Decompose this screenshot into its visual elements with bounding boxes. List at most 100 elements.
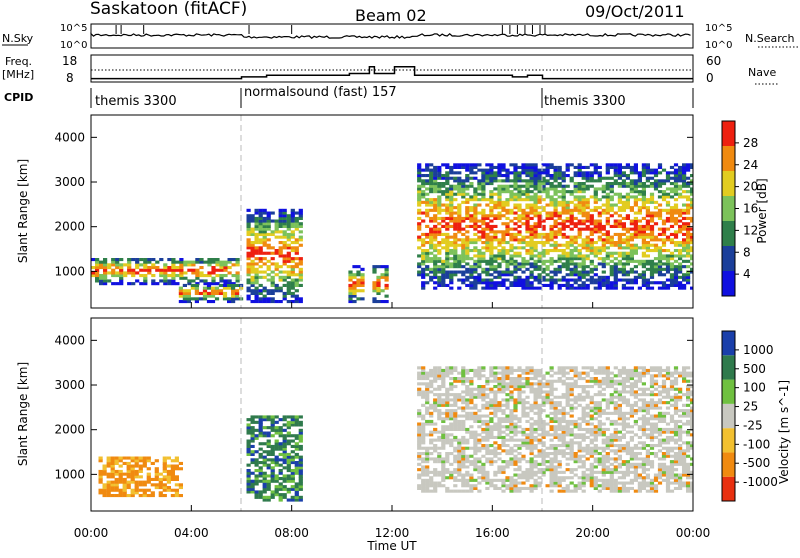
power-cell-2508: [650, 201, 654, 204]
velocity-cell-209: [417, 457, 421, 460]
velocity-cell-1305: [562, 380, 566, 383]
power-cell-1943: [578, 287, 582, 290]
velocity-cell-1286: [562, 452, 566, 455]
power-cell-2280: [622, 265, 626, 268]
power-cell-2710: [678, 177, 682, 180]
velocity-cell-980: [517, 374, 521, 377]
power-cell-2119: [598, 212, 602, 215]
velocity-cell-1823: [634, 463, 638, 466]
nave-tick-low: 0: [706, 71, 714, 85]
power-cell-828: [433, 225, 437, 228]
velocity-cell-944: [513, 404, 517, 407]
power-cell-2171: [606, 212, 610, 215]
velocity-cell-703: [481, 388, 485, 391]
velocity-cell-438: [445, 390, 449, 393]
velocity-cell-1184: [550, 484, 554, 487]
velocity-cell-707: [481, 366, 485, 369]
power-cell-2290: [622, 225, 626, 228]
velocity-cell-591: [465, 380, 469, 383]
power-cell-2373: [634, 244, 638, 247]
velocity-cell-1443: [582, 412, 586, 415]
power-cell-223: [232, 258, 236, 261]
power-cell-2654: [674, 271, 678, 274]
power-cell-1482: [517, 238, 521, 241]
velocity-cell-1936: [650, 487, 654, 490]
power-cell-939: [445, 177, 449, 180]
velocity-cell-1011: [525, 476, 529, 479]
velocity-cell-1126: [538, 393, 542, 396]
power-cell-758: [425, 252, 429, 255]
velocity-cell-1264: [558, 433, 562, 436]
power-cell-1660: [538, 212, 542, 215]
velocity-cell-652: [477, 490, 481, 493]
power-cell-1026: [457, 209, 461, 212]
velocity-cell-987: [521, 471, 525, 474]
power-cell-1330: [497, 241, 501, 244]
velocity-cell-1911: [646, 474, 650, 477]
velocity-cell-1557: [598, 415, 602, 418]
velocity-cell-898: [509, 447, 513, 450]
power-cell-1975: [578, 169, 582, 172]
power-cell-1944: [578, 284, 582, 287]
power-cell-252: [195, 292, 199, 295]
power-cell-1355: [501, 271, 505, 274]
velocity-cell-1436: [582, 439, 586, 442]
power-cell-399: [259, 230, 263, 233]
velocity-cell-1534: [594, 404, 598, 407]
power-cell-623: [299, 209, 303, 212]
velocity-cell-82: [127, 467, 131, 470]
velocity-cell-799: [497, 471, 501, 474]
velocity-cell-1652: [610, 412, 614, 415]
velocity-cell-1998: [658, 468, 662, 471]
velocity-cell-1861: [638, 417, 642, 420]
power-cell-434: [267, 289, 271, 292]
power-cell-208: [223, 279, 227, 282]
velocity-cell-493: [453, 401, 457, 404]
velocity-cell-1371: [574, 490, 578, 493]
power-cell-2478: [646, 201, 650, 204]
velocity-cell-70: [123, 481, 127, 484]
power-cell-1872: [566, 217, 570, 220]
velocity-cell-999: [521, 407, 525, 410]
power-cell-331: [251, 300, 255, 303]
power-cell-2363: [630, 166, 634, 169]
power-cell-1924: [574, 246, 578, 249]
power-cell-484: [275, 220, 279, 223]
velocity-cell-1722: [618, 374, 622, 377]
power-cell-1053: [461, 233, 465, 236]
velocity-cell-566: [465, 484, 469, 487]
velocity-cell-1355: [570, 428, 574, 431]
power-cell-960: [449, 217, 453, 220]
power-cell-381: [255, 212, 259, 215]
power-cell-1004: [453, 177, 457, 180]
velocity-cell-1749: [622, 390, 626, 393]
power-cell-2657: [674, 260, 678, 263]
velocity-cell-124: [143, 481, 147, 484]
velocity-cell-956: [517, 476, 521, 479]
power-cell-866: [437, 209, 441, 212]
velocity-cell-1232: [554, 444, 558, 447]
power-cell-1350: [497, 163, 501, 166]
power-cell-333: [251, 289, 255, 292]
velocity-cell-1682: [614, 412, 618, 415]
power-cell-1491: [517, 204, 521, 207]
power-cell-2542: [658, 273, 662, 276]
power-cell-1554: [525, 195, 529, 198]
power-cell-1112: [469, 225, 473, 228]
velocity-cell-739: [489, 482, 493, 485]
velocity-cell-2122: [674, 441, 678, 444]
power-cell-702: [417, 228, 421, 231]
power-cell-330: [247, 209, 251, 212]
power-cell-2731: [682, 222, 686, 225]
power-cell-2440: [642, 217, 646, 220]
velocity-cell-363: [437, 436, 441, 439]
power-cell-2597: [666, 271, 670, 274]
power-cell-33: [107, 263, 111, 266]
velocity-cell-79: [127, 475, 131, 478]
power-cell-342: [251, 260, 255, 263]
power-cell-2653: [674, 273, 678, 276]
velocity-cell-1549: [598, 452, 602, 455]
power-cell-2689: [678, 268, 682, 271]
velocity-cell-727: [485, 420, 489, 423]
power-cell-1621: [534, 222, 538, 225]
